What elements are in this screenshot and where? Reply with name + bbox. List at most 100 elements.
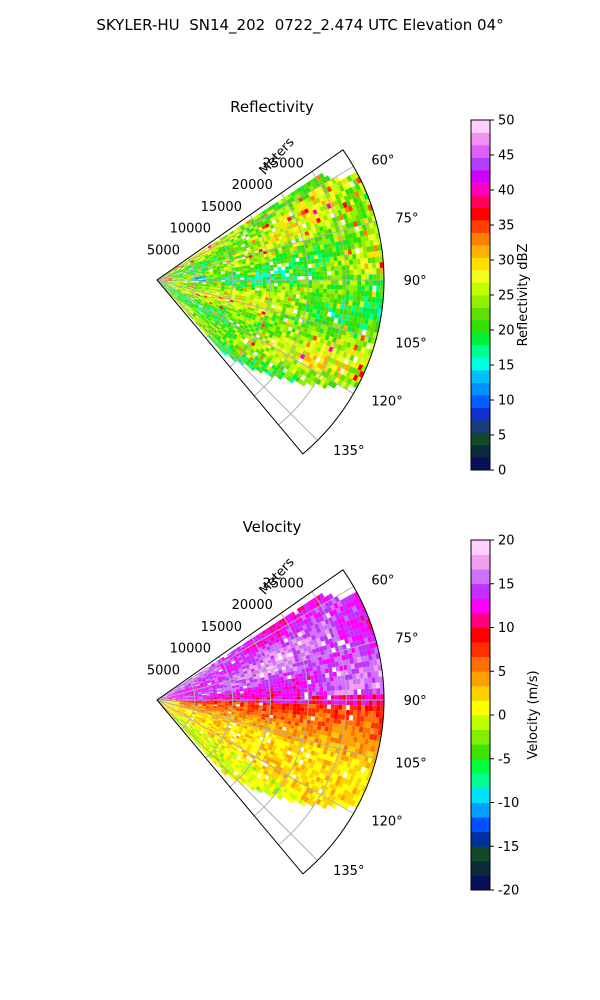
radar-gate [316,362,323,369]
radar-gate [257,680,262,684]
radar-gate [240,663,246,668]
radar-gate [265,365,272,371]
radar-gate [179,695,184,697]
radar-gate [305,342,311,348]
radar-gate [189,731,193,735]
radar-gate [239,288,244,292]
radar-gate [206,282,210,285]
radar-gate [168,710,172,713]
radar-gate [251,705,256,708]
radar-gate [279,673,284,678]
radar-gate [168,277,172,279]
radar-gate [242,263,247,267]
radar-gate [345,289,350,296]
radar-gate [363,360,369,367]
radar-gate [175,278,180,279]
radar-gate [315,197,321,204]
radar-gate [323,271,328,276]
radar-gate [296,283,301,288]
radar-gate [204,674,209,678]
radar-gate [300,707,305,712]
radar-gate [309,210,315,217]
radar-gate [180,686,185,689]
radar-gate [307,347,313,354]
radar-gate [259,282,263,286]
radar-gate [250,786,256,792]
radar-gate [299,295,304,300]
radar-gate [317,305,322,311]
radar-gate [181,290,185,293]
radar-gate [314,318,319,324]
radar-gate [190,681,195,684]
radar-gate [307,287,312,293]
radar-gate [185,688,190,691]
radar-gate [263,368,269,374]
radar-gate [232,766,238,771]
radar-gate [218,748,223,753]
radar-gate [283,255,288,260]
radar-gate [169,707,174,711]
radar-gate [183,276,188,278]
radar-gate [268,787,275,793]
radar-gate [328,247,333,253]
radar-gate [296,265,301,269]
radar-gate [270,779,276,785]
radar-gate [187,262,192,266]
radar-gate [168,698,173,700]
radar-gate [183,713,188,717]
radar-gate [167,285,171,288]
radar-gate [198,672,203,676]
radar-gate [220,326,225,331]
radar-gate [239,669,244,674]
radar-gate [237,739,243,743]
radar-gate [252,242,257,246]
radar-gate [367,319,373,326]
radar-gate [234,716,239,720]
radar-gate [322,315,328,321]
radar-gate [236,741,242,746]
radar-gate [268,258,273,263]
radar-gate [292,230,298,236]
radar-gate [266,772,272,778]
radar-gate [250,684,255,688]
radar-gate [251,707,256,711]
radar-gate [202,313,206,317]
radar-gate [185,679,190,683]
radar-gate [277,619,283,625]
radar-gate [224,694,229,697]
radar-gate [179,694,183,696]
radar-gate [325,361,332,368]
figure-title: SKYLER-HU SN14_202 0722_2.474 UTC Elevat… [96,16,504,34]
radar-gate [224,759,229,764]
radar-gate [254,707,259,711]
colorbar-segment [471,220,490,233]
radar-gate [191,278,195,280]
radar-gate [194,282,199,284]
radar-gate [258,212,264,217]
radar-gate [178,294,183,298]
radar-gate [240,322,245,327]
radar-gate [318,262,323,268]
radar-gate [240,280,244,283]
radar-gate [318,314,324,320]
radar-gate [164,701,169,703]
radar-gate [245,656,251,660]
radar-gate [356,295,361,302]
radar-gate [329,184,336,191]
radar-gate [217,255,222,259]
radar-gate [313,254,319,260]
radar-gate [257,636,262,642]
radar-gate [326,223,332,230]
radar-gate [356,258,361,265]
radar-gate [267,723,272,728]
radar-gate [235,290,240,293]
radar-gate [168,278,173,280]
radar-gate [188,306,193,310]
radar-gate [227,329,232,334]
radar-gate [177,716,181,719]
radar-gate [170,712,174,716]
radar-gate [221,705,225,708]
radar-gate [315,327,321,333]
radar-gate [163,283,168,286]
radar-gate [188,719,193,723]
